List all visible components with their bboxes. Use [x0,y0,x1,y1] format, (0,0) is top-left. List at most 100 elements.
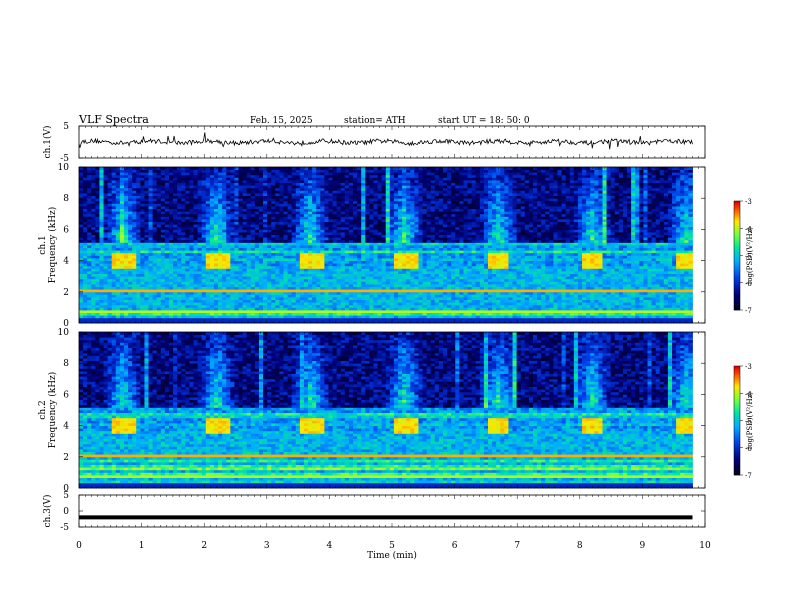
spectro-cell [254,252,260,256]
spectro-cell [377,185,383,189]
spectro-cell [365,291,370,295]
spectro-cell [287,260,293,264]
spectro-cell [357,299,362,303]
spectro-cell [83,234,88,238]
spectro-cell [365,219,370,222]
spectro-cell [344,229,350,233]
spectro-cell [348,265,354,269]
spectro-cell [353,193,358,196]
spectro-cell [242,271,248,274]
spectro-cell [177,258,182,261]
spectro-cell [177,174,182,178]
spectro-cell [353,265,358,269]
spectro-cell [357,193,362,196]
spectro-cell [164,177,170,181]
spectro-cell [201,265,207,269]
spectro-cell [242,229,248,233]
spectro-cell [95,252,100,256]
spectro-cell [95,221,100,225]
spectro-cell [185,310,190,313]
spectro-cell [365,263,370,267]
spectro-cell [189,258,194,261]
spectro-cell [107,260,113,264]
spectro-cell [348,185,354,189]
spectro-cell [369,294,374,298]
spectro-cell [393,226,399,230]
spectro-cell [218,182,223,186]
spectro-cell [226,320,231,324]
spectro-cell [230,216,235,220]
spectro-cell [385,169,391,173]
spectro-cell [185,297,190,300]
spectro-cell [283,315,288,319]
spectro-cell [173,211,178,215]
spectro-cell [324,206,329,209]
spectro-cell [348,242,354,246]
spectro-cell [299,312,305,316]
spectro-cell [316,190,321,194]
spectro-cell [336,224,342,228]
spectro-cell [160,281,166,285]
spectro-cell [128,232,133,235]
spectro-cell [205,226,211,230]
spectro-cell [332,294,338,298]
spectro-cell [254,242,260,246]
spectro-cell [177,213,182,217]
spectro-cell [316,302,321,306]
spectro-cell [279,208,284,212]
spectro-cell [107,302,113,306]
spectro-cell [156,245,162,248]
spectro-cell [279,297,284,300]
spectro-cell [213,187,219,191]
spectro-cell [95,190,100,194]
spectro-cell [168,208,174,212]
spectro-cell [263,302,268,306]
spectro-cell [357,260,362,264]
spectro-cell [295,310,301,313]
spectro-cell [111,263,117,267]
spectro-cell [295,195,301,199]
spectro-cell [373,312,378,316]
spectro-cell [123,278,129,282]
spectro-cell [238,289,243,293]
spectro-cell [205,172,211,176]
spectro-cell [299,260,305,264]
spectro-cell [402,271,407,274]
spectro-cell [185,193,190,196]
spectro-cell [365,232,370,235]
spectro-cell [197,195,203,199]
spectro-cell [271,294,276,298]
spectro-cell [263,216,268,220]
spectro-cell [218,255,223,259]
spectro-cell [160,167,166,170]
spectro-cell [271,276,276,280]
spectro-cell [275,193,280,196]
figure-title: VLF Spectra [78,113,149,126]
spectro-cell [381,242,387,246]
spectro-cell [201,312,207,316]
spectro-cell [152,250,158,254]
spectro-cell [308,229,313,233]
spectro-cell [336,219,342,222]
spectro-cell [226,213,231,217]
spectro-cell [123,229,129,233]
spectro-cell [385,273,391,277]
spectro-cell [201,211,207,215]
spectro-cell [132,268,137,272]
spectro-cell [238,237,243,241]
spectro-cell [123,195,129,199]
spectro-cell [193,206,199,209]
spectro-cell [140,169,145,173]
spectro-cell [369,289,374,293]
spectro-cell [87,250,92,254]
spectro-cell [381,229,387,233]
spectro-cell [160,203,166,207]
spectro-cell [132,302,137,306]
spectro-cell [132,299,137,303]
spectro-cell [79,219,84,222]
spectro-cell [103,286,109,290]
spectro-cell [152,294,158,298]
spectro-cell [373,278,378,282]
spectro-cell [160,193,166,196]
spectro-cell [344,258,350,261]
